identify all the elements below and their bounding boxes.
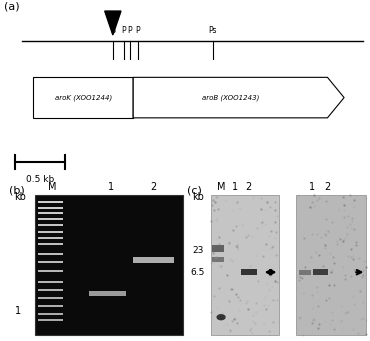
Bar <box>38 320 63 322</box>
Bar <box>38 237 63 239</box>
Text: 2: 2 <box>151 182 157 192</box>
Bar <box>38 305 63 307</box>
Text: kb: kb <box>192 192 204 202</box>
Bar <box>38 281 63 283</box>
Text: 6.5: 6.5 <box>191 268 205 277</box>
Bar <box>38 313 63 315</box>
Bar <box>38 212 63 214</box>
Text: B: B <box>110 26 115 35</box>
Polygon shape <box>133 77 142 118</box>
Bar <box>38 261 63 263</box>
Text: 2: 2 <box>324 182 330 192</box>
Text: 1: 1 <box>232 182 238 192</box>
Bar <box>212 257 224 262</box>
Bar <box>242 269 257 275</box>
Text: P: P <box>122 26 126 35</box>
Bar <box>212 245 224 252</box>
Text: (a): (a) <box>4 2 19 12</box>
Bar <box>38 201 63 203</box>
Text: 1: 1 <box>108 182 114 192</box>
Text: Ps: Ps <box>209 26 217 35</box>
Bar <box>89 291 126 296</box>
Bar <box>33 77 133 118</box>
Bar <box>38 289 63 291</box>
Text: 0.5 kb: 0.5 kb <box>26 175 54 184</box>
Bar <box>211 195 279 335</box>
Bar <box>38 231 63 233</box>
Text: aroB (XOO1243): aroB (XOO1243) <box>202 94 259 101</box>
Text: 2: 2 <box>246 182 252 192</box>
Bar <box>296 195 366 335</box>
Text: M: M <box>48 182 57 192</box>
Text: M: M <box>217 182 225 192</box>
Bar <box>38 270 63 272</box>
Text: P: P <box>127 26 132 35</box>
Bar <box>38 218 63 220</box>
Text: 23: 23 <box>192 246 204 255</box>
Bar <box>313 269 328 275</box>
Bar <box>38 243 63 246</box>
Bar <box>38 253 63 255</box>
Bar <box>133 257 174 263</box>
Bar <box>38 207 63 209</box>
Bar <box>299 270 312 275</box>
Polygon shape <box>133 77 344 118</box>
Text: P: P <box>135 26 140 35</box>
Text: 1: 1 <box>16 306 21 316</box>
Text: kb: kb <box>14 192 26 202</box>
Ellipse shape <box>216 314 226 321</box>
Text: (b): (b) <box>9 186 25 196</box>
Bar <box>38 297 63 299</box>
Text: (c): (c) <box>187 186 202 196</box>
Text: aroK (XOO1244): aroK (XOO1244) <box>55 94 112 101</box>
Text: 1: 1 <box>309 182 315 192</box>
Polygon shape <box>105 11 121 35</box>
Bar <box>38 224 63 226</box>
Bar <box>35 195 183 335</box>
